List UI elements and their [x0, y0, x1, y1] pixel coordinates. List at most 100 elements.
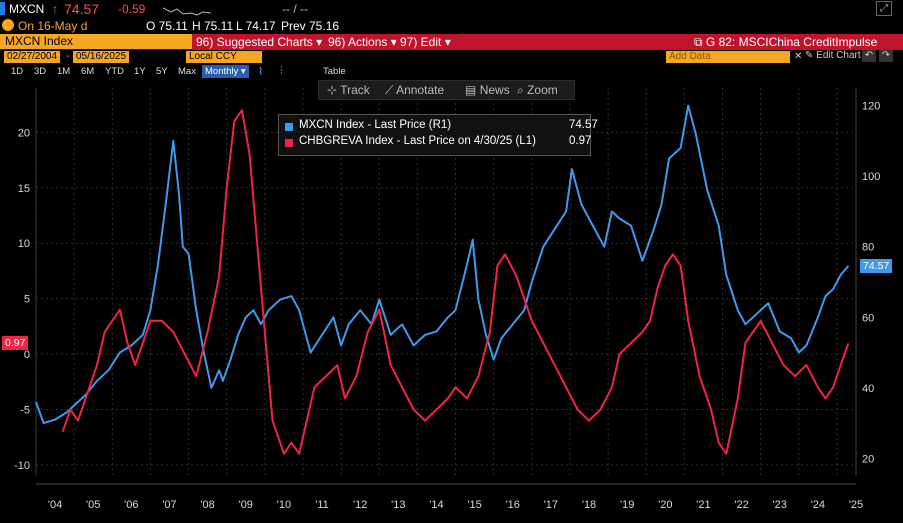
edit-menu[interactable]: 97) Edit ▾ [396, 34, 456, 50]
legend-label-credit: CHBGREVA Index - Last Price on 4/30/25 (… [299, 135, 536, 147]
credit-impulse-line [61, 109, 850, 455]
open-price: O 75.11 [146, 19, 188, 33]
left-tick-label: 10 [18, 238, 30, 250]
range-1d[interactable]: 1D [11, 66, 24, 77]
x-tick-label: '16 [506, 499, 520, 511]
range-1y[interactable]: 1Y [134, 66, 146, 77]
suggested-charts-menu[interactable]: 96) Suggested Charts ▾ [192, 34, 326, 50]
crosshair-icon: ⊹ [327, 83, 338, 97]
on-date: On 16-May d [18, 19, 88, 33]
clock-icon [2, 19, 14, 31]
series-lines [35, 104, 850, 455]
redo-icon[interactable]: ↷ [879, 50, 893, 62]
chart-area: -10 -5 0 5 10 15 20 20 40 60 80 100 120 '04'05'06'0… [0, 80, 903, 518]
annotate-button[interactable]: ⟋ Annotate [385, 81, 444, 99]
x-tick-label: '09 [239, 499, 253, 511]
left-tick-label: 20 [18, 127, 30, 139]
table-button[interactable]: Table [323, 66, 346, 77]
news-icon: ▤ [465, 83, 477, 97]
add-data-input[interactable]: Add Data [666, 51, 790, 63]
currency-select[interactable]: Local CCY [186, 51, 262, 63]
expand-icon[interactable]: ⤢ [876, 1, 892, 16]
track-button[interactable]: ⊹ Track [327, 81, 370, 99]
legend-swatch-credit [285, 139, 293, 147]
x-tick-label: '19 [620, 499, 634, 511]
left-tick-label: -10 [14, 460, 30, 472]
x-tick-label: '08 [200, 499, 214, 511]
zoom-button[interactable]: ⌕ Zoom [517, 81, 558, 99]
mxcn-line [35, 104, 850, 425]
left-tick-label: -5 [20, 404, 30, 416]
external-link-icon[interactable]: ⧉ [694, 35, 706, 49]
x-axis: '04 '05 '06 '07 '08 '09 '10 '11 '12 '13 '14 '15 '16 '… [48, 499, 863, 511]
right-axis: 20 40 60 80 100 120 [862, 101, 880, 466]
zoom-label: Zoom [527, 83, 558, 97]
prev-price: Prev 75.16 [281, 19, 340, 33]
range-ytd[interactable]: YTD [105, 66, 124, 77]
x-tick-label: '12 [353, 499, 367, 511]
left-axis: -10 -5 0 5 10 15 20 [14, 127, 30, 472]
undo-icon[interactable]: ↶ [862, 50, 876, 62]
end-date-input[interactable]: 05/16/2025 [73, 51, 130, 63]
start-date-input[interactable]: 02/27/2004 [4, 51, 61, 63]
ticker-symbol: MXCN [9, 2, 45, 16]
chart-title: ⧉ G 82: MSCIChina CreditImpulse [694, 34, 877, 50]
security-field[interactable]: MXCN Index [0, 34, 193, 49]
x-tick-label: '23 [773, 499, 787, 511]
x-tick-label: '24 [811, 499, 825, 511]
legend-value-mxcn: 74.57 [569, 119, 598, 131]
right-tick-label: 120 [862, 101, 880, 113]
x-tick-label: '22 [734, 499, 748, 511]
ticker-bar: MXCN ↑ 74.57 -0.59 -- / -- ⤢ [0, 0, 903, 18]
right-tick-label: 20 [862, 453, 874, 465]
bar-chart-icon[interactable]: ⫶ [280, 65, 283, 77]
actions-menu[interactable]: 96) Actions ▾ [324, 34, 398, 50]
pencil-icon: ⟋ [385, 83, 394, 97]
x-tick-label: '14 [429, 499, 443, 511]
x-tick-label: '20 [658, 499, 672, 511]
right-tick-label: 40 [862, 383, 874, 395]
x-tick-label: '10 [277, 499, 291, 511]
legend-swatch-mxcn [285, 123, 293, 131]
ticker-marker [0, 2, 5, 15]
price-change: -0.59 [118, 2, 146, 16]
x-tick-label: '06 [124, 499, 138, 511]
legend-label-mxcn: MXCN Index - Last Price (R1) [299, 119, 452, 131]
left-tick-label: 15 [18, 183, 30, 195]
range-bar: 1D 3D 1M 6M YTD 1Y 5Y Max Monthly ▾ ⌇ ⫶ … [0, 65, 903, 79]
right-tick-label: 60 [862, 312, 874, 324]
line-chart-icon[interactable]: ⌇ [258, 66, 264, 78]
right-tick-label: 100 [862, 171, 880, 183]
left-tick-label: 0 [24, 349, 30, 361]
magnifier-icon: ⌕ [517, 83, 524, 97]
legend-value-credit: 0.97 [569, 135, 592, 147]
range-3d[interactable]: 3D [34, 66, 47, 77]
x-tick-label: '11 [315, 499, 329, 511]
sparkline-icon [162, 5, 212, 16]
low-price: L 74.17 [236, 19, 276, 33]
range-1m[interactable]: 1M [57, 66, 71, 77]
edit-chart-button[interactable]: ✎ Edit Chart [805, 50, 861, 61]
x-tick-label: '18 [582, 499, 596, 511]
x-tick-label: '17 [544, 499, 558, 511]
up-arrow-icon: ↑ [52, 2, 58, 16]
chart-title-text: G 82: MSCIChina CreditImpulse [705, 35, 878, 49]
frequency-select[interactable]: Monthly ▾ [202, 65, 249, 78]
news-button[interactable]: ▤ News [465, 81, 510, 99]
left-tick-label: 5 [24, 294, 30, 306]
last-price: 74.57 [64, 1, 100, 17]
news-label: News [479, 83, 510, 97]
x-tick-label: '13 [391, 499, 405, 511]
chart-legend: MXCN Index - Last Price (R1) 74.57 CHBGR… [278, 114, 598, 156]
chart-toolbar: ⊹ Track ⟋ Annotate ▤ News ⌕ Zoom [318, 80, 575, 100]
left-last-value-badge: 0.97 [2, 336, 29, 351]
range-5y[interactable]: 5Y [156, 66, 168, 77]
track-label: Track [340, 83, 370, 97]
x-tick-label: '15 [467, 499, 481, 511]
x-tick-label: '21 [696, 499, 710, 511]
range-6m[interactable]: 6M [81, 66, 95, 77]
date-separator: - [66, 51, 70, 62]
range-max[interactable]: Max [178, 66, 196, 77]
close-icon[interactable]: ✕ [794, 51, 803, 62]
